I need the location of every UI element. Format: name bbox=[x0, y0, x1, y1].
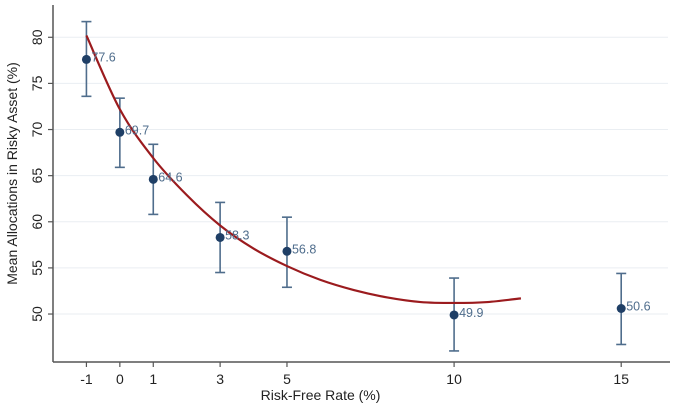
data-label: 77.6 bbox=[91, 50, 115, 64]
data-label: 49.9 bbox=[459, 306, 483, 320]
x-tick-label: 5 bbox=[283, 371, 291, 387]
axes bbox=[52, 5, 670, 363]
y-tick-label: 70 bbox=[29, 122, 45, 138]
data-point bbox=[282, 246, 292, 256]
data-labels: 77.6 69.7 64.6 58.3 56.8 49.9 50.6 bbox=[91, 50, 650, 320]
y-tick-label: 75 bbox=[29, 75, 45, 91]
data-label: 50.6 bbox=[626, 299, 650, 313]
y-tick-label: 60 bbox=[29, 214, 45, 230]
data-point bbox=[148, 174, 158, 184]
x-tick-label: 10 bbox=[446, 371, 462, 387]
x-tick-label: 15 bbox=[613, 371, 629, 387]
error-bars bbox=[81, 20, 627, 352]
data-label: 69.7 bbox=[125, 123, 149, 137]
data-point bbox=[81, 54, 91, 64]
data-points bbox=[81, 54, 626, 320]
data-point bbox=[115, 127, 125, 137]
y-tick-label: 50 bbox=[29, 306, 45, 322]
data-point bbox=[449, 310, 459, 320]
x-tick-label: 0 bbox=[116, 371, 124, 387]
y-tick-label: 65 bbox=[29, 168, 45, 184]
y-axis-title: Mean Allocations in Risky Asset (%) bbox=[4, 62, 20, 285]
y-tick-label: 55 bbox=[29, 260, 45, 276]
grid-lines bbox=[53, 36, 668, 315]
data-label: 64.6 bbox=[158, 170, 182, 184]
y-tick-label: 80 bbox=[29, 29, 45, 45]
x-tick-label: 3 bbox=[216, 371, 224, 387]
data-point bbox=[616, 303, 626, 313]
x-ticks: -1 0 1 3 5 10 15 bbox=[80, 362, 629, 387]
data-label: 56.8 bbox=[292, 242, 316, 256]
x-axis-title: Risk-Free Rate (%) bbox=[261, 387, 381, 403]
data-label: 58.3 bbox=[225, 228, 249, 242]
x-tick-label: 1 bbox=[149, 371, 157, 387]
y-ticks: 50 55 60 65 70 75 80 bbox=[29, 29, 53, 322]
data-point bbox=[215, 232, 225, 242]
fitted-curve bbox=[85, 34, 522, 305]
x-tick-label: -1 bbox=[80, 371, 93, 387]
